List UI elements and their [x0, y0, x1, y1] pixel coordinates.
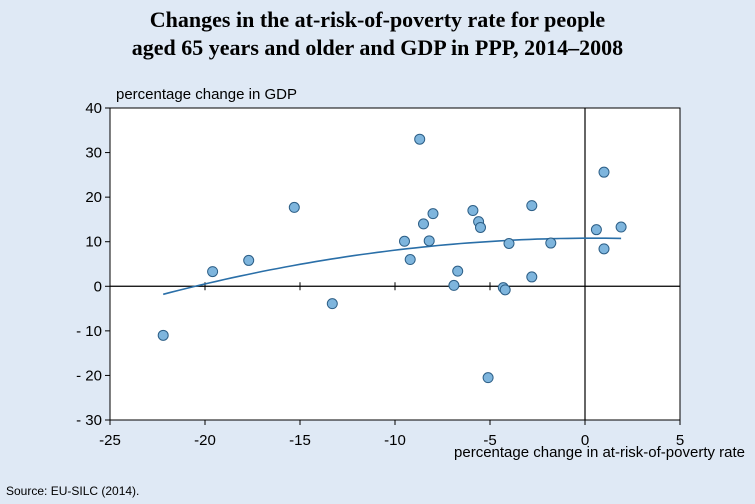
x-axis-label: percentage change in at-risk-of-poverty …: [454, 444, 745, 461]
scatter-point: [503, 237, 515, 249]
chart-title-line-2: aged 65 years and older and GDP in PPP, …: [131, 35, 624, 60]
scatter-point: [326, 298, 338, 310]
scatter-point: [475, 221, 486, 233]
scatter-point: [414, 133, 426, 145]
scatter-point: [526, 271, 538, 283]
scatter-point: [404, 254, 416, 266]
y-tick-label: 10: [85, 234, 102, 251]
scatter-point: [545, 237, 557, 249]
scatter-point: [598, 243, 610, 255]
scatter-point: [598, 166, 610, 178]
scatter-point: [418, 218, 429, 230]
plot-area: [109, 107, 681, 421]
source-note: Source: EU-SILC (2014).: [6, 484, 140, 498]
y-tick-label: - 20: [76, 367, 102, 384]
scatter-point: [526, 200, 538, 212]
scatter-point: [499, 284, 511, 296]
scatter-point: [615, 221, 627, 233]
scatter-point: [157, 329, 169, 341]
x-tick-label: -15: [289, 432, 311, 449]
y-tick-label: 0: [94, 278, 102, 295]
trendline: [162, 237, 622, 296]
scatter-point: [427, 208, 439, 220]
scatter-point: [452, 265, 464, 277]
scatter-point: [448, 279, 460, 291]
x-tick-label: -25: [99, 432, 121, 449]
x-tick-label: 0: [581, 432, 589, 449]
scatter-point: [288, 201, 300, 213]
scatter-point: [467, 205, 479, 217]
y-axis-label: percentage change in GDP: [116, 86, 297, 103]
y-tick-label: 20: [85, 189, 102, 206]
y-tick-label: - 10: [76, 323, 102, 340]
scatter-point: [423, 235, 435, 247]
scatter-point: [482, 372, 494, 384]
y-tick-label: - 30: [76, 412, 102, 429]
scatter-point: [207, 266, 219, 278]
x-tick-label: -20: [194, 432, 216, 449]
y-tick-label: 30: [85, 145, 102, 162]
scatter-point: [590, 224, 602, 236]
y-tick-label: 40: [85, 100, 102, 117]
x-tick-label: 5: [676, 432, 684, 449]
x-tick-label: -10: [384, 432, 406, 449]
chart-title-line-1: Changes in the at-risk-of-poverty rate f…: [149, 7, 606, 32]
x-tick-label: -5: [483, 432, 496, 449]
scatter-point: [399, 235, 410, 247]
chart-title: Changes in the at-risk-of-poverty rate f…: [0, 6, 755, 62]
scatter-point: [243, 254, 255, 266]
